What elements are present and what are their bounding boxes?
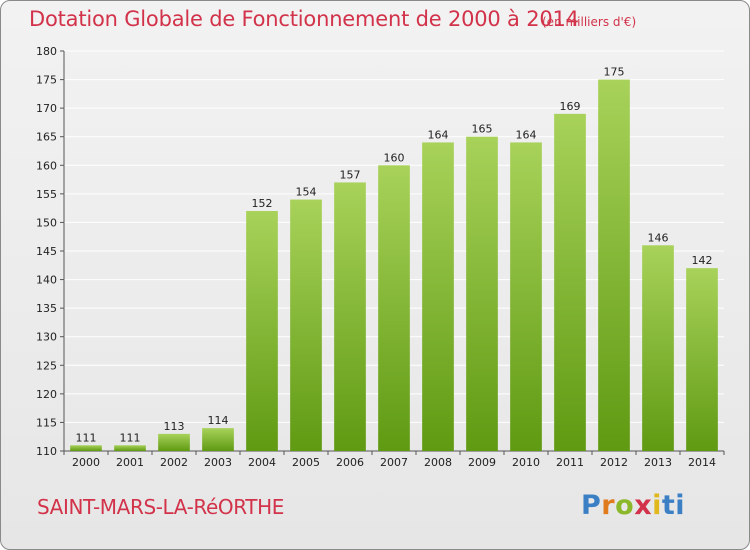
logo-letter: i: [652, 490, 662, 521]
data-label: 165: [472, 123, 493, 136]
y-tick-label: 160: [36, 159, 57, 172]
data-label: 164: [516, 128, 537, 141]
y-tick-label: 115: [36, 416, 57, 429]
x-tick-label: 2010: [512, 456, 540, 469]
y-tick-label: 140: [36, 274, 57, 287]
labels: 110 115 120 125 130 135 140 145 150 155 160 165 170 1…: [36, 45, 716, 469]
y-tick-label: 165: [36, 131, 57, 144]
bar: [510, 142, 542, 451]
logo-letter: x: [634, 490, 653, 521]
bar: [422, 142, 454, 451]
logo-letter: ti: [661, 490, 686, 521]
proxiti-logo[interactable]: Proxiti: [581, 490, 685, 521]
y-tick-label: 130: [36, 331, 57, 344]
x-tick-label: 2000: [72, 456, 100, 469]
bar: [334, 182, 366, 451]
x-tick-label: 2008: [424, 456, 452, 469]
data-label: 111: [76, 431, 97, 444]
bar: [290, 199, 322, 451]
x-tick-label: 2004: [248, 456, 276, 469]
y-tick-label: 180: [36, 45, 57, 58]
data-label: 169: [560, 100, 581, 113]
y-tick-label: 175: [36, 74, 57, 87]
bar: [158, 433, 190, 451]
bar: [554, 113, 586, 451]
bar: [642, 245, 674, 451]
data-label: 157: [340, 168, 361, 181]
logo-letter: P: [581, 490, 602, 521]
data-label: 154: [296, 186, 317, 199]
y-tick-label: 155: [36, 188, 57, 201]
data-label: 142: [692, 254, 713, 267]
bar: [686, 268, 718, 451]
bar: [114, 445, 146, 451]
data-label: 113: [164, 420, 185, 433]
chart-title: Dotation Globale de Fonctionnement de 20…: [29, 7, 579, 31]
x-tick-label: 2013: [644, 456, 672, 469]
data-label: 164: [428, 128, 449, 141]
chart-subtitle: (en milliers d'€): [542, 15, 637, 29]
data-label: 152: [252, 197, 273, 210]
y-tick-label: 150: [36, 216, 57, 229]
x-tick-label: 2006: [336, 456, 364, 469]
bar: [202, 428, 234, 451]
x-tick-label: 2012: [600, 456, 628, 469]
commune-name: SAINT-MARS-LA-RéORTHE: [37, 495, 284, 519]
bar: [70, 445, 102, 451]
bars: [70, 79, 718, 452]
bar: [378, 165, 410, 452]
y-tick-label: 135: [36, 302, 57, 315]
data-label: 175: [604, 66, 625, 79]
x-tick-label: 2003: [204, 456, 232, 469]
bar: [598, 79, 630, 452]
y-tick-label: 120: [36, 388, 57, 401]
y-tick-label: 170: [36, 102, 57, 115]
bar: [246, 211, 278, 451]
x-tick-label: 2002: [160, 456, 188, 469]
x-tick-label: 2014: [688, 456, 716, 469]
logo-letter: o: [615, 490, 635, 521]
x-tick-label: 2005: [292, 456, 320, 469]
x-tick-label: 2009: [468, 456, 496, 469]
data-label: 114: [208, 414, 229, 427]
y-tick-label: 110: [36, 445, 57, 458]
data-label: 160: [384, 151, 405, 164]
data-label: 111: [120, 431, 141, 444]
y-tick-label: 145: [36, 245, 57, 258]
logo-letter: r: [601, 490, 616, 521]
x-tick-label: 2011: [556, 456, 584, 469]
x-tick-label: 2001: [116, 456, 144, 469]
x-tick-label: 2007: [380, 456, 408, 469]
y-tick-label: 125: [36, 359, 57, 372]
bar: [466, 136, 498, 451]
data-label: 146: [648, 231, 669, 244]
